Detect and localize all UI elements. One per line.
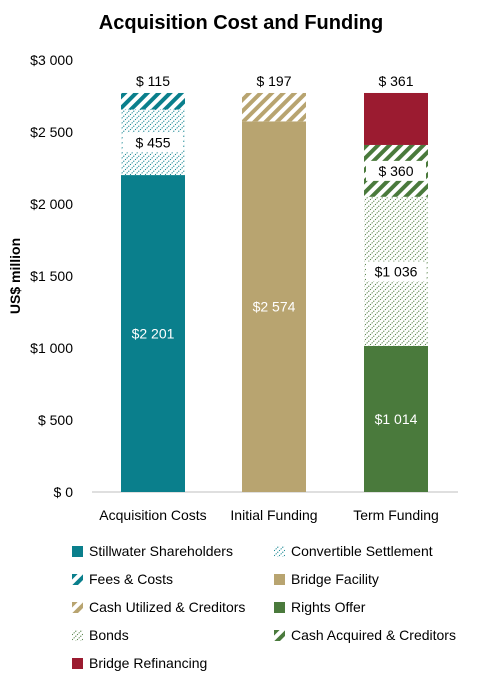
bar-segment-cash-utilized-and-creditors	[242, 92, 306, 122]
legend-item-rights-offer: Rights Offer	[274, 597, 365, 617]
legend-label: Convertible Settlement	[291, 543, 433, 559]
chart-title: Acquisition Cost and Funding	[98, 12, 384, 34]
legend-label: Fees & Costs	[89, 571, 174, 587]
legend-swatch	[274, 545, 285, 557]
legend-swatch	[72, 657, 83, 669]
bar-segment-rights-offer	[364, 345, 428, 492]
data-label: $ 360	[378, 163, 413, 179]
legend-swatch	[72, 545, 83, 557]
data-label: $1 014	[375, 411, 418, 427]
y-axis-label: US$ million	[7, 238, 23, 314]
legend-label: Stillwater Shareholders	[89, 543, 233, 559]
legend-swatch	[274, 629, 285, 641]
y-tick-label: $ 0	[54, 484, 74, 500]
legend-swatch	[72, 629, 83, 641]
legend-item-bridge-facility: Bridge Facility	[274, 569, 379, 589]
bar-segment-bridge-facility	[242, 121, 306, 493]
legend-item-bridge-refinancing: Bridge Refinancing	[72, 653, 207, 673]
legend-swatch	[72, 573, 83, 585]
bar-segment-fees-and-costs	[121, 92, 185, 110]
legend-item-bonds: Bonds	[72, 625, 129, 645]
legend-label: Bonds	[89, 627, 129, 643]
data-label-background	[123, 132, 183, 153]
y-tick-label: $1 500	[30, 268, 73, 284]
data-label-background	[366, 160, 426, 181]
y-tick-label: $1 000	[30, 340, 73, 356]
legend-item-cash-acquired-and-creditors: Cash Acquired & Creditors	[274, 625, 456, 645]
legend-item-convertible-settlement: Convertible Settlement	[274, 541, 433, 561]
legend-swatch	[274, 601, 285, 613]
legend-label: Cash Acquired & Creditors	[291, 627, 456, 643]
y-tick-label: $2 000	[30, 196, 73, 212]
data-label: $ 115	[136, 73, 170, 89]
x-tick-label: Term Funding	[353, 507, 439, 523]
legend-item-cash-utilized-and-creditors: Cash Utilized & Creditors	[72, 597, 245, 617]
data-label: $ 361	[378, 73, 413, 89]
y-tick-label: $2 500	[30, 124, 73, 140]
data-label: $2 574	[253, 299, 296, 315]
data-label: $ 197	[256, 73, 291, 89]
data-label: $ 455	[135, 134, 170, 150]
legend-label: Cash Utilized & Creditors	[89, 599, 246, 615]
data-label: $1 036	[375, 263, 418, 279]
legend-label: Rights Offer	[291, 599, 366, 615]
legend-label: Bridge Refinancing	[89, 655, 208, 671]
legend-item-stillwater-shareholders: Stillwater Shareholders	[72, 541, 233, 561]
legend-swatch	[72, 601, 83, 613]
data-label: $2 201	[132, 326, 175, 342]
legend-swatch	[274, 573, 285, 585]
x-tick-label: Acquisition Costs	[99, 507, 206, 523]
legend-item-fees-and-costs: Fees & Costs	[72, 569, 173, 589]
x-tick-label: Initial Funding	[230, 507, 317, 523]
data-label-background	[366, 261, 426, 282]
legend-label: Bridge Facility	[291, 571, 379, 587]
y-tick-label: $3 000	[30, 52, 73, 68]
bar-segment-bridge-refinancing	[364, 92, 428, 145]
y-tick-label: $ 500	[38, 412, 73, 428]
bar-segment-stillwater-shareholders	[121, 175, 185, 492]
